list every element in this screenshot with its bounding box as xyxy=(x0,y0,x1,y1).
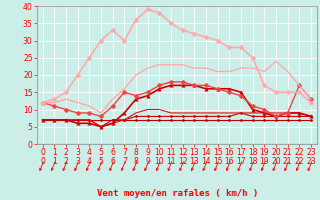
Text: 10: 10 xyxy=(155,156,164,166)
Text: 20: 20 xyxy=(271,156,281,166)
Text: 17: 17 xyxy=(236,156,246,166)
Text: 3: 3 xyxy=(75,156,80,166)
Text: 5: 5 xyxy=(99,156,103,166)
Text: 22: 22 xyxy=(294,156,304,166)
Text: 15: 15 xyxy=(213,156,222,166)
Text: 14: 14 xyxy=(201,156,211,166)
Text: 16: 16 xyxy=(225,156,234,166)
Text: 1: 1 xyxy=(52,156,57,166)
Text: 19: 19 xyxy=(260,156,269,166)
Text: 11: 11 xyxy=(166,156,176,166)
Text: 0: 0 xyxy=(40,156,45,166)
Text: 2: 2 xyxy=(64,156,68,166)
Text: 4: 4 xyxy=(87,156,92,166)
Text: Vent moyen/en rafales ( km/h ): Vent moyen/en rafales ( km/h ) xyxy=(97,189,258,198)
Text: 23: 23 xyxy=(306,156,316,166)
Text: 12: 12 xyxy=(178,156,188,166)
Text: 21: 21 xyxy=(283,156,292,166)
Text: 13: 13 xyxy=(189,156,199,166)
Text: 9: 9 xyxy=(145,156,150,166)
Text: 7: 7 xyxy=(122,156,127,166)
Text: 18: 18 xyxy=(248,156,257,166)
Text: 8: 8 xyxy=(133,156,138,166)
Text: 6: 6 xyxy=(110,156,115,166)
